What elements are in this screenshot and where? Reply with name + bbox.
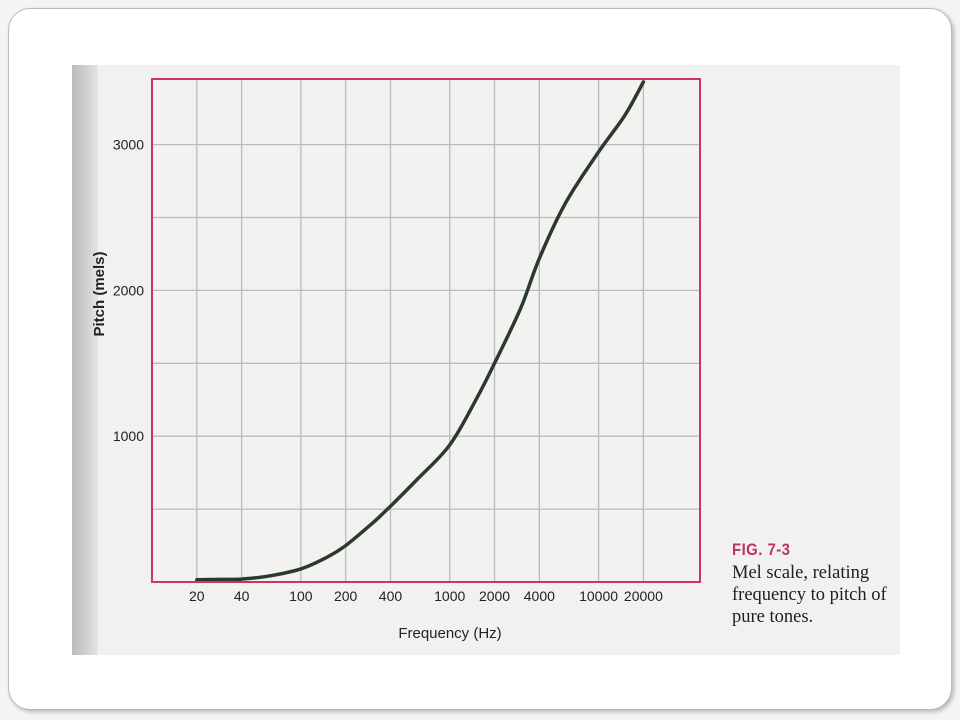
figure-caption: FIG. 7-3 Mel scale, relating frequency t… bbox=[732, 540, 922, 628]
x-tick-label: 1000 bbox=[434, 588, 465, 604]
y-tick-labels: 1000 2000 3000 bbox=[113, 137, 144, 445]
caption-line: frequency to pitch of bbox=[732, 585, 887, 605]
page-gutter bbox=[72, 65, 98, 655]
x-tick-label: 20000 bbox=[624, 588, 663, 604]
plot-area bbox=[152, 79, 700, 582]
x-tick-label: 400 bbox=[379, 588, 403, 604]
y-axis-label: Pitch (mels) bbox=[91, 251, 108, 336]
y-tick-label: 3000 bbox=[113, 137, 144, 153]
caption-line: pure tones. bbox=[732, 607, 814, 627]
x-tick-label: 20 bbox=[189, 588, 205, 604]
x-axis-label: Frequency (Hz) bbox=[398, 625, 501, 642]
x-tick-labels: 20 40 100 200 400 1000 2000 4000 10000 20000 bbox=[189, 588, 663, 604]
grid-lines bbox=[152, 79, 700, 582]
x-tick-label: 200 bbox=[334, 588, 358, 604]
caption-line: Mel scale, relating bbox=[732, 563, 870, 583]
y-tick-label: 2000 bbox=[113, 282, 144, 298]
figure-label: FIG. 7-3 bbox=[732, 540, 791, 559]
x-tick-label: 100 bbox=[289, 588, 313, 604]
plot-frame bbox=[151, 78, 701, 583]
caption-text: Mel scale, relating frequency to pitch o… bbox=[732, 562, 922, 628]
series-line-pitch-curve bbox=[195, 80, 646, 582]
x-tick-label: 4000 bbox=[524, 588, 555, 604]
x-tick-label: 40 bbox=[234, 588, 250, 604]
x-tick-label: 2000 bbox=[479, 588, 510, 604]
x-tick-label: 10000 bbox=[579, 588, 618, 604]
y-tick-label: 1000 bbox=[113, 428, 144, 444]
